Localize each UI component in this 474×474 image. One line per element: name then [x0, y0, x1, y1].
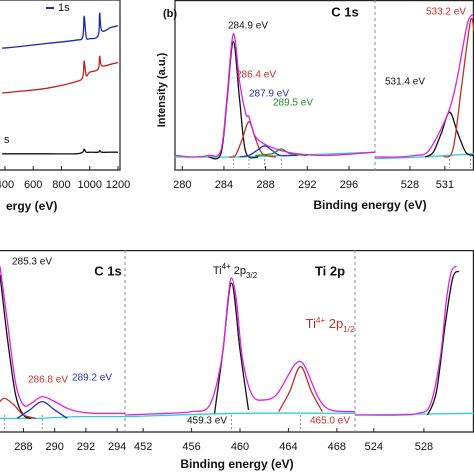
- peak-label: 459.3 eV: [187, 416, 227, 427]
- peak-label: 289.2 eV: [72, 373, 112, 384]
- x-tick-label: 531: [436, 179, 454, 191]
- spectrum-line: [16, 400, 68, 419]
- assignment-part: Ti: [306, 316, 316, 331]
- x-tick-label: 288: [256, 179, 274, 191]
- spectrum-line: [0, 397, 37, 419]
- spectrum-line: [2, 148, 119, 155]
- assignment-part: 1/2: [343, 325, 355, 334]
- plot-area: [355, 265, 474, 416]
- x-tick-label: 292: [298, 179, 316, 191]
- spectrum-line: [427, 270, 460, 416]
- panel-title: Ti 2p: [315, 263, 345, 278]
- spectrum-line: [213, 282, 250, 414]
- assignment-part: Ti: [213, 265, 222, 277]
- panel-title: C 1s: [94, 263, 121, 278]
- x-tick-label: 1200: [106, 179, 130, 191]
- spectrum-line: [443, 17, 474, 158]
- x-tick-label: 464: [279, 441, 297, 453]
- frame: [0, 0, 121, 171]
- frame: [174, 0, 474, 171]
- frame: [0, 250, 474, 433]
- x-tick-label: 296: [340, 179, 358, 191]
- spectrum-line: [2, 55, 119, 94]
- assignment-part: 3/2: [246, 271, 258, 280]
- plot-area: [2, 12, 119, 155]
- spectrum-line: [278, 365, 323, 412]
- x-tick-label: 290: [46, 441, 64, 453]
- peak-label: 287.9 eV: [249, 89, 289, 100]
- peak-label: 285.3 eV: [12, 257, 52, 268]
- spectrum-line: [229, 121, 277, 158]
- x-tick-label: 400: [0, 179, 14, 191]
- peak-label: 286.8 eV: [28, 375, 68, 386]
- peak-label: 533.2 eV: [426, 7, 466, 18]
- peak-assignment: Ti4+ 2p3/2: [213, 262, 258, 280]
- x-tick-label: 452: [134, 441, 152, 453]
- spectrum-line: [375, 153, 474, 160]
- peak-label: 284.9 eV: [228, 21, 268, 32]
- assignment-part: 4+: [222, 262, 231, 271]
- x-tick-label: 528: [401, 179, 419, 191]
- x-tick-label: 294: [108, 441, 126, 453]
- x-tick-label: 468: [328, 441, 346, 453]
- x-tick-label: 284: [215, 179, 233, 191]
- x-tick-label: 280: [173, 179, 191, 191]
- peak-label: 531.4 eV: [385, 77, 425, 88]
- plot-area: [0, 266, 125, 420]
- spectrum-line: [0, 266, 125, 415]
- x-tick-label: 524: [365, 441, 383, 453]
- x-axis-label: Binding energy (eV): [180, 457, 293, 471]
- spectrum-line: [0, 415, 125, 420]
- x-tick-label: 600: [24, 179, 42, 191]
- x-tick-label: 456: [182, 441, 200, 453]
- panel-label: (b): [163, 8, 177, 20]
- spectrum-line: [175, 33, 375, 158]
- x-axis-label: Binding energy (eV): [313, 198, 426, 212]
- plot-area: [375, 12, 474, 160]
- spectrum-line: [208, 41, 259, 160]
- x-tick-label: 528: [415, 441, 433, 453]
- legend-label: s: [4, 134, 10, 146]
- spectrum-line: [424, 111, 474, 158]
- peak-label: 286.4 eV: [236, 70, 276, 81]
- y-axis-label: Intensity (a.u.): [156, 52, 168, 127]
- plot-area: [125, 277, 355, 418]
- peak-label: 465.0 eV: [310, 416, 350, 427]
- assignment-part: 4+: [316, 316, 325, 325]
- spectrum-line: [255, 148, 308, 157]
- spectrum-line: [125, 277, 355, 416]
- x-axis-label: ergy (eV): [6, 199, 57, 213]
- spectrum-line: [2, 12, 119, 49]
- x-tick-label: 800: [52, 179, 70, 191]
- legend-label: 1s: [58, 2, 70, 14]
- spectrum-line: [0, 274, 32, 419]
- panel-title: C 1s: [331, 4, 358, 19]
- x-tick-label: 460: [231, 441, 249, 453]
- spectrum-line: [239, 145, 297, 158]
- x-tick-label: 1000: [78, 179, 102, 191]
- assignment-part: 2p: [231, 265, 246, 277]
- peak-label: 289.5 eV: [273, 98, 313, 109]
- assignment-part: 2p: [325, 316, 343, 331]
- spectrum-line: [375, 12, 474, 158]
- x-tick-label: 292: [77, 441, 95, 453]
- x-tick-label: 288: [14, 441, 32, 453]
- spectrum-line: [355, 265, 457, 416]
- peak-assignment: Ti4+ 2p1/2: [306, 316, 355, 334]
- spectrum-line: [125, 412, 355, 418]
